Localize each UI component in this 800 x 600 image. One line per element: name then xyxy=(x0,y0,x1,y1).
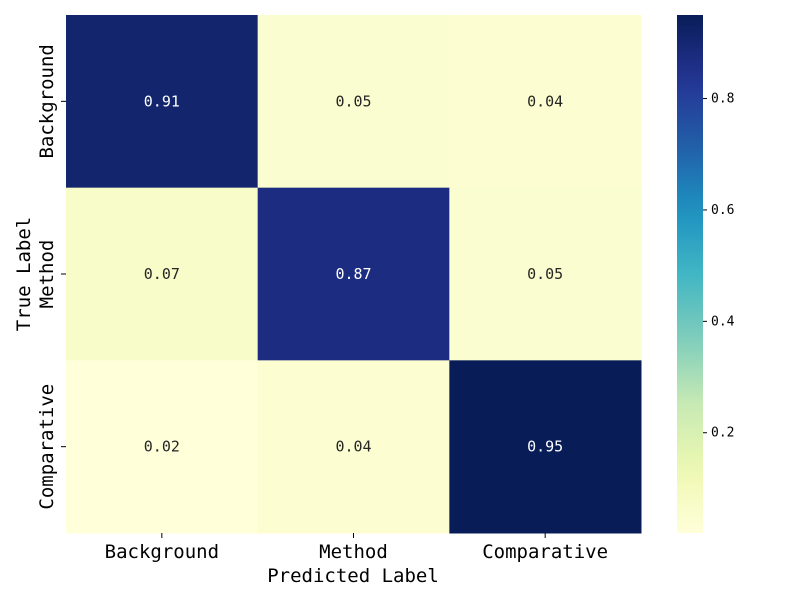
heatmap-cell xyxy=(66,15,259,189)
heatmap-cell xyxy=(257,360,450,534)
cell-value-label: 0.87 xyxy=(335,265,371,283)
x-tick-label: Method xyxy=(319,541,388,563)
cell-value-label: 0.04 xyxy=(335,438,371,456)
x-tick-label: Background xyxy=(105,541,219,563)
y-tick-label: Method xyxy=(36,240,58,309)
heatmap-cell xyxy=(449,187,642,361)
cell-value-label: 0.95 xyxy=(527,438,563,456)
y-tick-label: Background xyxy=(36,44,58,158)
cell-value-label: 0.07 xyxy=(144,265,180,283)
y-tick-label: Comparative xyxy=(36,384,58,510)
colorbar-tick-label: 0.4 xyxy=(711,314,735,329)
heatmap-cell xyxy=(257,187,450,361)
heatmap-cell xyxy=(257,15,450,189)
cell-value-label: 0.05 xyxy=(335,92,371,110)
colorbar-tick-label: 0.2 xyxy=(711,426,734,441)
heatmap-cell xyxy=(66,360,259,534)
x-axis-title: Predicted Label xyxy=(267,565,439,587)
x-tick-label: Comparative xyxy=(482,541,608,563)
colorbar xyxy=(677,15,703,533)
cell-value-label: 0.91 xyxy=(144,92,180,110)
cell-value-label: 0.05 xyxy=(527,265,563,283)
heatmap-cell xyxy=(449,15,642,189)
colorbar-tick-label: 0.8 xyxy=(711,92,734,107)
cell-value-label: 0.04 xyxy=(527,92,563,110)
y-axis-title: True Label xyxy=(13,217,35,331)
cell-value-label: 0.02 xyxy=(144,438,180,456)
colorbar-tick-label: 0.6 xyxy=(711,203,734,218)
heatmap-cell xyxy=(449,360,642,534)
heatmap-cell xyxy=(66,187,259,361)
